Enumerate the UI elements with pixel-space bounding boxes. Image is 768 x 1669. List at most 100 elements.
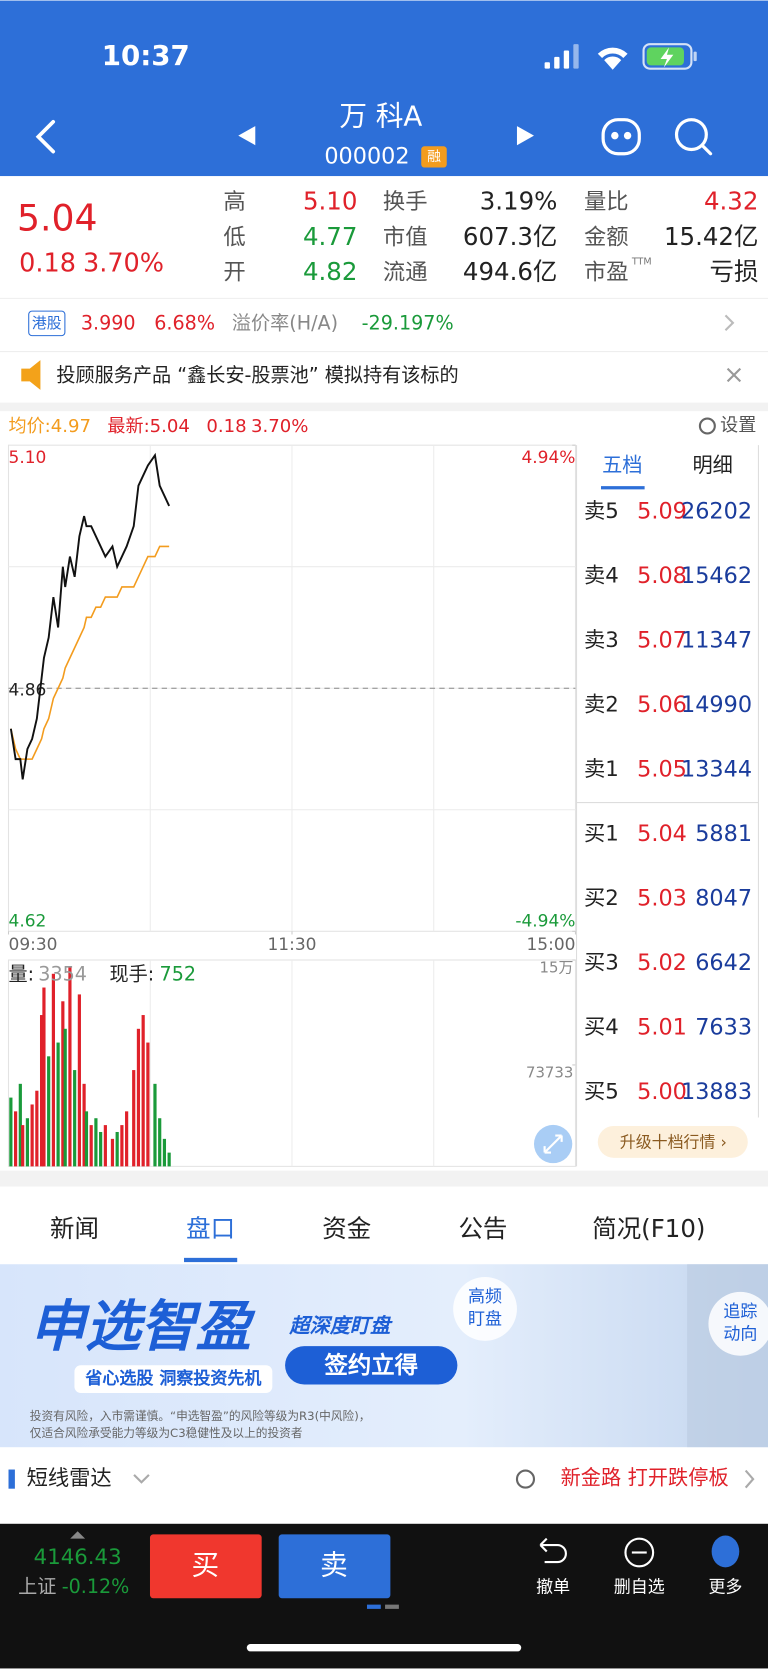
cta-button[interactable] [285, 1346, 458, 1385]
book-tab[interactable]: 五档 [602, 453, 642, 477]
expand-icon [543, 1134, 563, 1154]
separator [0, 1170, 768, 1187]
index-change: -0.12% [62, 1575, 130, 1598]
current-label: 现手: [110, 962, 155, 985]
stat-label: 换手 [383, 189, 428, 215]
service-button[interactable] [601, 118, 641, 156]
stat-value: 607.3亿 [463, 222, 557, 251]
avg-price: 均价:4.97 [9, 416, 92, 437]
last-price: 最新:5.04 [107, 416, 190, 437]
banner-badge: 追踪 [723, 1302, 757, 1322]
volume-bar [35, 1090, 39, 1167]
stat-label: 流通 [383, 259, 428, 285]
stat-label: 开 [223, 259, 245, 285]
radar-arrow[interactable] [744, 1469, 755, 1489]
volume-bar [68, 966, 72, 1167]
book-volume: 26202 [681, 499, 752, 525]
close-notice[interactable] [726, 367, 742, 383]
back-button[interactable] [35, 119, 56, 154]
tab[interactable]: 新闻 [50, 1214, 99, 1243]
change-pct: 3.70% [83, 248, 164, 278]
upgrade-button[interactable] [597, 1125, 748, 1158]
price: 5.04 [17, 197, 98, 240]
stat-label: 量比 [584, 189, 629, 215]
book-price: 5.05 [637, 757, 687, 783]
x-tick-label: 09:30 [9, 935, 58, 955]
book-label: 卖1 [584, 757, 619, 782]
volume-bar [94, 1118, 98, 1167]
volume-bar [63, 1028, 67, 1167]
current-value: 752 [160, 962, 197, 985]
book-tab[interactable]: 明细 [692, 453, 732, 477]
banner-slogan: 省心选股 洞察投资先机 [84, 1368, 261, 1389]
action[interactable]: 删自选 [614, 1578, 665, 1598]
remove-icon[interactable] [624, 1537, 655, 1568]
volume-bar [30, 1104, 34, 1167]
stat-label: 低 [223, 224, 245, 250]
stat-value: 5.10 [303, 187, 357, 216]
book-volume: 8047 [695, 885, 752, 911]
prev-stock[interactable] [238, 126, 256, 146]
volume-bar [51, 973, 55, 1167]
tab[interactable]: 简况(F10) [592, 1214, 705, 1243]
badge-circle [708, 1291, 768, 1356]
page-dot [385, 1604, 399, 1609]
volume-bar [167, 1152, 171, 1167]
speaker-icon [21, 360, 41, 390]
tab[interactable]: 盘口 [186, 1214, 235, 1243]
search-button[interactable] [674, 118, 713, 156]
book-price: 5.07 [637, 628, 687, 654]
volume-bar [39, 1015, 44, 1167]
settings[interactable]: 设置 [720, 415, 756, 436]
book-volume: 5881 [695, 821, 752, 847]
action[interactable]: 撤单 [536, 1578, 570, 1598]
next-stock[interactable] [516, 126, 534, 146]
tab[interactable]: 公告 [458, 1214, 507, 1243]
y-tick-label: 5.10 [9, 448, 47, 468]
book-label: 卖2 [584, 693, 619, 718]
upgrade[interactable]: 升级十档行情 › [620, 1132, 727, 1151]
radar-settings[interactable] [515, 1469, 536, 1489]
book-volume: 15462 [681, 563, 752, 589]
volume-bar [99, 1131, 103, 1167]
volume-bar [153, 1083, 157, 1167]
undo-icon[interactable] [539, 1537, 567, 1564]
book-label: 买3 [584, 950, 619, 975]
stat-value: 15.42亿 [664, 222, 758, 251]
index-arrow [70, 1531, 86, 1539]
sell-button[interactable] [278, 1534, 391, 1599]
volume-bar [73, 1070, 77, 1167]
volume-bar [84, 1111, 89, 1167]
status-time: 10:37 [102, 39, 190, 72]
settings-icon[interactable] [698, 417, 716, 435]
stat-label: 市盈 [584, 259, 629, 285]
radar-title: 短线雷达 [27, 1466, 112, 1491]
disclaimer: 投资有风险，入市需谨慎。“申选智盈”的风险等级为R3(中风险)， [30, 1409, 371, 1423]
volume-bar [77, 994, 81, 1167]
banner-cta[interactable]: 签约立得 [324, 1351, 418, 1379]
more-icon[interactable] [711, 1535, 740, 1568]
book-price: 5.08 [637, 563, 687, 589]
sell[interactable]: 卖 [320, 1548, 348, 1581]
volume-value: 3354 [38, 962, 87, 985]
stat-value: 4.77 [303, 222, 357, 251]
volume-bar [18, 1083, 22, 1167]
volume-bar [162, 1138, 167, 1167]
volume-bar [9, 1097, 13, 1167]
buy-button[interactable] [149, 1534, 262, 1599]
volume-tick-label: 15万 [540, 959, 574, 977]
volume-bar [120, 1125, 124, 1167]
radar-dropdown[interactable] [133, 1474, 150, 1484]
hk-arrow[interactable] [724, 314, 735, 332]
book-price: 5.02 [637, 950, 687, 976]
home-indicator [246, 1643, 522, 1652]
book-volume: 13883 [681, 1079, 752, 1105]
tab[interactable]: 资金 [322, 1214, 371, 1243]
radar-alert[interactable]: 新金路 打开跌停板 [561, 1466, 729, 1490]
stock-code: 000002 [324, 143, 409, 169]
badge: 融 [427, 149, 441, 165]
action[interactable]: 更多 [708, 1578, 742, 1598]
notice[interactable]: 投顾服务产品 “鑫长安-股票池” 模拟持有该标的 [56, 364, 458, 387]
volume-label: 量: [9, 962, 35, 985]
buy[interactable]: 买 [191, 1548, 219, 1581]
